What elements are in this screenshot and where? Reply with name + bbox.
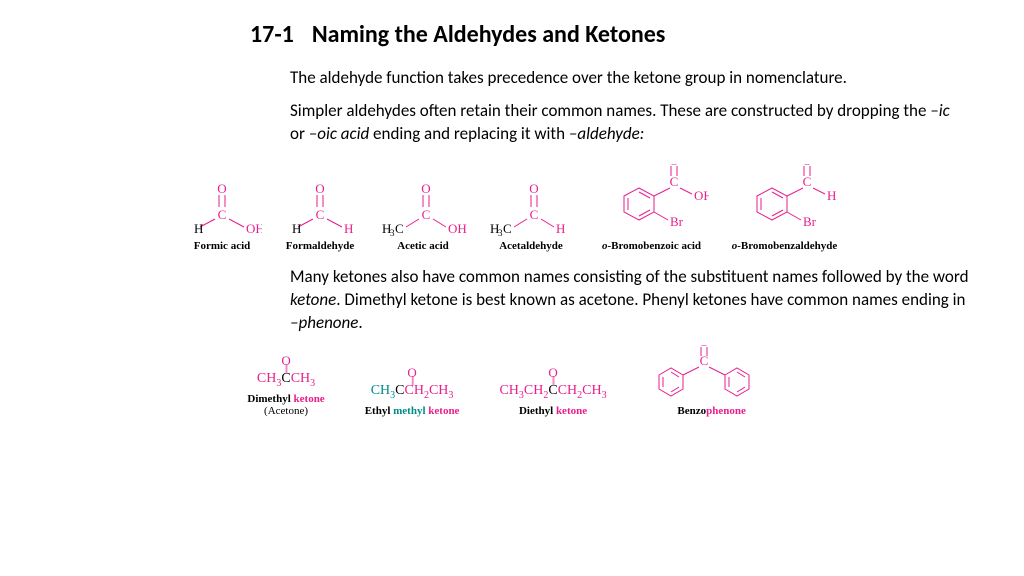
svg-text:C: C [803, 174, 812, 189]
svg-text:Br: Br [670, 214, 684, 229]
svg-text:O: O [803, 164, 812, 168]
mol-acetaldehyde: O C H3C H Acetaldehyde [486, 181, 576, 252]
svg-text:C: C [422, 207, 431, 222]
mol-o-bromobenzoic-acid: C O OH Br o-Bromobenzoic acid [594, 164, 709, 252]
mol-acetic-acid: O C H3C OH Acetic acid [378, 181, 468, 252]
svg-text:H: H [344, 221, 353, 236]
svg-text:O: O [529, 181, 538, 196]
mol-dimethyl-ketone: O|| CH3CCH3 Dimethyl ketone(Acetone) [247, 354, 324, 417]
mol-formaldehyde: O C H H Formaldehyde [280, 181, 360, 252]
paragraph-3: Many ketones also have common names cons… [290, 266, 974, 335]
mol-ethyl-methyl-ketone: O|| CH3CCH2CH3 Ethyl methyl ketone [365, 366, 460, 417]
mol-o-bromobenzaldehyde: C O H Br o-Bromobenzaldehyde [727, 164, 842, 252]
svg-text:C: C [395, 221, 404, 236]
svg-text:O: O [699, 345, 708, 349]
svg-text:H: H [292, 221, 301, 236]
page-heading: 17-1 Naming the Aldehydes and Ketones [250, 20, 984, 49]
svg-text:OH: OH [246, 221, 262, 236]
svg-text:O: O [315, 181, 324, 196]
svg-text:H: H [827, 188, 836, 203]
svg-text:C: C [316, 207, 325, 222]
structure-row-2: O|| CH3CCH3 Dimethyl ketone(Acetone) O||… [40, 345, 984, 417]
svg-text:O: O [421, 181, 430, 196]
mol-formic-acid: O C H OH Formic acid [182, 181, 262, 252]
svg-text:C: C [503, 221, 512, 236]
paragraph-2: Simpler aldehydes often retain their com… [290, 100, 964, 146]
structure-row-1: O C H OH Formic acid O C H H Formaldehyd… [40, 164, 984, 252]
mol-benzophenone: C O Benzophenone [647, 345, 777, 417]
svg-text:O: O [670, 164, 679, 168]
svg-text:OH: OH [694, 188, 709, 203]
svg-text:Br: Br [803, 214, 817, 229]
svg-text:C: C [530, 207, 539, 222]
section-number: 17-1 [250, 20, 294, 49]
mol-diethyl-ketone: O|| CH3CH2CCH2CH3 Diethyl ketone [499, 366, 606, 417]
svg-text:C: C [670, 174, 679, 189]
svg-text:O: O [217, 181, 226, 196]
svg-text:C: C [218, 207, 227, 222]
svg-text:H: H [556, 221, 565, 236]
svg-text:OH: OH [448, 221, 467, 236]
section-title: Naming the Aldehydes and Ketones [312, 20, 666, 49]
svg-text:H: H [194, 221, 203, 236]
paragraph-1: The aldehyde function takes precedence o… [290, 67, 964, 90]
